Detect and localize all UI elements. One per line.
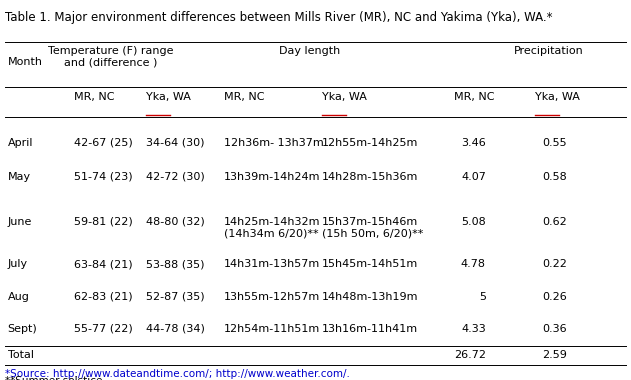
Text: 13h39m-14h24m: 13h39m-14h24m	[224, 172, 321, 182]
Text: 26.72: 26.72	[454, 350, 486, 360]
Text: 3.46: 3.46	[461, 138, 486, 147]
Text: 63-84 (21): 63-84 (21)	[74, 259, 133, 269]
Text: MR, NC: MR, NC	[224, 92, 264, 102]
Text: June: June	[8, 217, 32, 226]
Text: 15h37m-15h46m
(15h 50m, 6/20)**: 15h37m-15h46m (15h 50m, 6/20)**	[322, 217, 423, 238]
Text: 12h55m-14h25m: 12h55m-14h25m	[322, 138, 418, 147]
Text: 14h48m-13h19m: 14h48m-13h19m	[322, 292, 418, 302]
Text: Day length: Day length	[278, 46, 340, 56]
Text: 44-78 (34): 44-78 (34)	[146, 324, 205, 334]
Text: 5: 5	[479, 292, 486, 302]
Text: Yka, WA: Yka, WA	[322, 92, 367, 102]
Text: 42-67 (25): 42-67 (25)	[74, 138, 133, 147]
Text: 52-87 (35): 52-87 (35)	[146, 292, 205, 302]
Text: April: April	[8, 138, 33, 147]
Text: *Source: http://www.dateandtime.com/; http://www.weather.com/.: *Source: http://www.dateandtime.com/; ht…	[5, 369, 350, 378]
Text: Sept): Sept)	[8, 324, 37, 334]
Text: 34-64 (30): 34-64 (30)	[146, 138, 205, 147]
Text: 4.78: 4.78	[461, 259, 486, 269]
Text: Yka, WA: Yka, WA	[535, 92, 580, 102]
Text: 0.55: 0.55	[542, 138, 567, 147]
Text: Month: Month	[8, 57, 42, 67]
Text: 0.58: 0.58	[542, 172, 567, 182]
Text: 5.08: 5.08	[461, 217, 486, 226]
Text: 55-77 (22): 55-77 (22)	[74, 324, 133, 334]
Text: 4.33: 4.33	[461, 324, 486, 334]
Text: May: May	[8, 172, 31, 182]
Text: 12h54m-11h51m: 12h54m-11h51m	[224, 324, 321, 334]
Text: Yka, WA: Yka, WA	[146, 92, 191, 102]
Text: Temperature (F) range
and (difference ): Temperature (F) range and (difference )	[48, 46, 173, 68]
Text: **Summer solstice.: **Summer solstice.	[5, 376, 106, 380]
Text: Precipitation: Precipitation	[514, 46, 584, 56]
Text: 14h25m-14h32m
(14h34m 6/20)**: 14h25m-14h32m (14h34m 6/20)**	[224, 217, 321, 238]
Text: 48-80 (32): 48-80 (32)	[146, 217, 205, 226]
Text: 14h31m-13h57m: 14h31m-13h57m	[224, 259, 321, 269]
Text: 14h28m-15h36m: 14h28m-15h36m	[322, 172, 418, 182]
Text: Table 1. Major environment differences between Mills River (MR), NC and Yakima (: Table 1. Major environment differences b…	[5, 11, 553, 24]
Text: 62-83 (21): 62-83 (21)	[74, 292, 133, 302]
Text: 13h55m-12h57m: 13h55m-12h57m	[224, 292, 321, 302]
Text: 2.59: 2.59	[542, 350, 567, 360]
Text: 59-81 (22): 59-81 (22)	[74, 217, 133, 226]
Text: 0.36: 0.36	[542, 324, 567, 334]
Text: 0.62: 0.62	[542, 217, 567, 226]
Text: 12h36m- 13h37m: 12h36m- 13h37m	[224, 138, 324, 147]
Text: MR, NC: MR, NC	[454, 92, 495, 102]
Text: 15h45m-14h51m: 15h45m-14h51m	[322, 259, 418, 269]
Text: 53-88 (35): 53-88 (35)	[146, 259, 205, 269]
Text: Total: Total	[8, 350, 33, 360]
Text: 51-74 (23): 51-74 (23)	[74, 172, 133, 182]
Text: Aug: Aug	[8, 292, 30, 302]
Text: 4.07: 4.07	[461, 172, 486, 182]
Text: MR, NC: MR, NC	[74, 92, 115, 102]
Text: 42-72 (30): 42-72 (30)	[146, 172, 205, 182]
Text: 13h16m-11h41m: 13h16m-11h41m	[322, 324, 418, 334]
Text: 0.22: 0.22	[542, 259, 567, 269]
Text: July: July	[8, 259, 28, 269]
Text: 0.26: 0.26	[542, 292, 567, 302]
